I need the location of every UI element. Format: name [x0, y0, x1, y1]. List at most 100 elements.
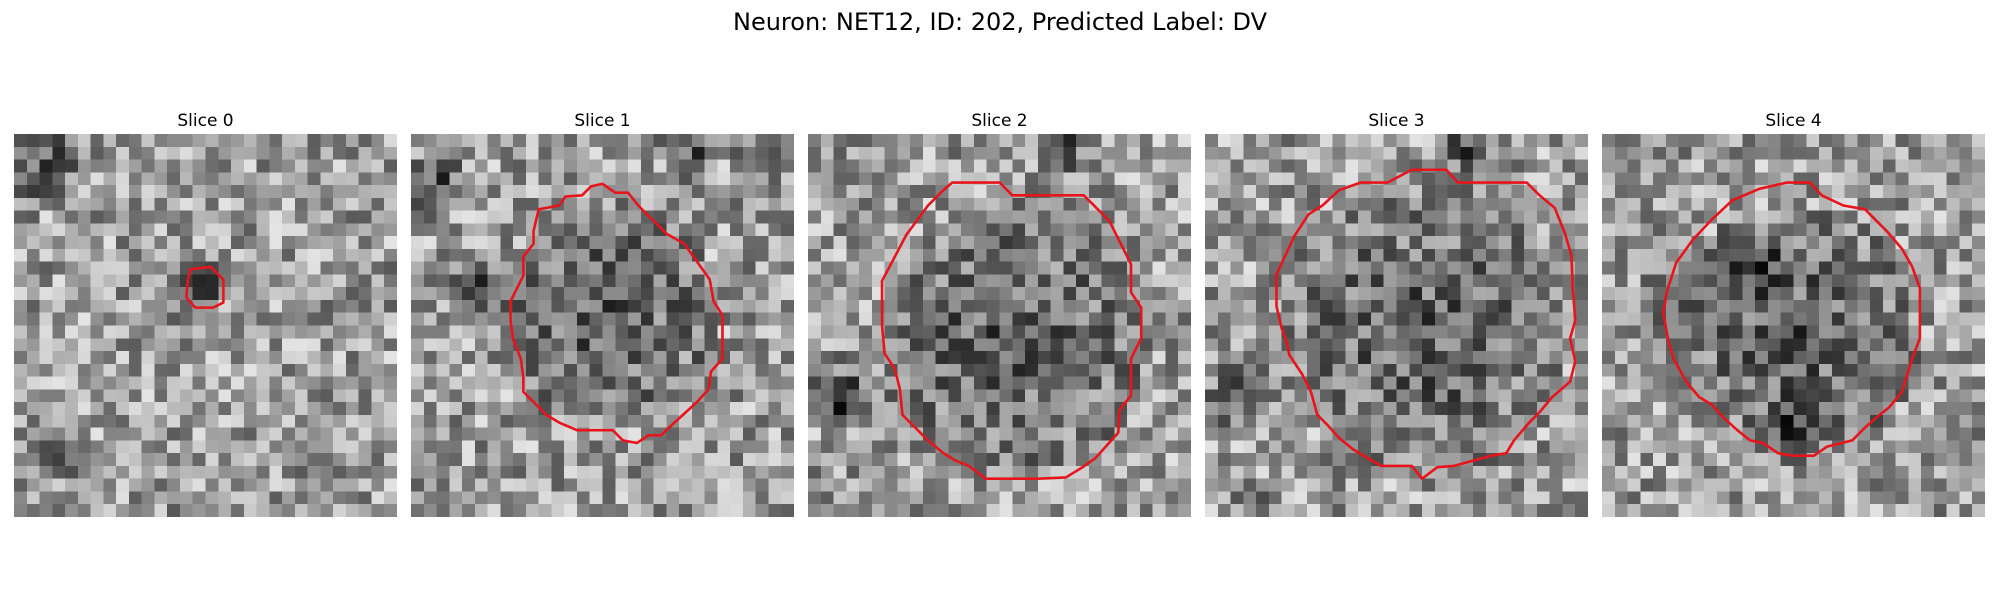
pixel: [128, 351, 142, 365]
pixel: [640, 197, 654, 211]
pixel: [551, 236, 565, 250]
pixel: [1243, 351, 1257, 365]
pixel: [1358, 223, 1372, 237]
pixel: [1498, 312, 1512, 326]
pixel: [1755, 274, 1769, 288]
pixel: [986, 248, 1000, 262]
pixel: [128, 197, 142, 211]
pixel: [1729, 261, 1743, 275]
pixel: [1972, 325, 1985, 339]
pixel: [691, 440, 705, 454]
pixel: [615, 363, 629, 377]
pixel: [320, 248, 334, 262]
pixel: [1447, 299, 1461, 313]
pixel: [602, 197, 616, 211]
pixel: [1755, 210, 1769, 224]
pixel: [282, 504, 296, 517]
pixel: [1319, 440, 1333, 454]
pixel: [1370, 491, 1384, 505]
pixel: [1178, 338, 1191, 352]
pixel: [576, 491, 590, 505]
pixel: [871, 172, 885, 186]
pixel: [871, 351, 885, 365]
pixel: [154, 274, 168, 288]
pixel: [564, 376, 578, 390]
pixel: [1704, 351, 1718, 365]
pixel: [231, 299, 245, 313]
pixel: [1498, 185, 1512, 199]
pixel: [859, 325, 873, 339]
pixel: [103, 261, 117, 275]
pixel: [1165, 402, 1179, 416]
pixel: [384, 389, 397, 403]
pixel: [1230, 159, 1244, 173]
pixel: [1307, 338, 1321, 352]
pixel: [128, 287, 142, 301]
pixel: [808, 491, 822, 505]
pixel: [1447, 427, 1461, 441]
pixel: [1178, 363, 1191, 377]
pixel: [1882, 465, 1896, 479]
pixel: [1243, 427, 1257, 441]
pixel: [1396, 248, 1410, 262]
pixel: [1704, 210, 1718, 224]
pixel: [1946, 134, 1960, 148]
pixel: [1485, 427, 1499, 441]
pixel: [1882, 185, 1896, 199]
pixel: [77, 134, 91, 148]
pixel: [1268, 146, 1282, 160]
pixel: [1460, 274, 1474, 288]
pixel: [1562, 478, 1576, 492]
pixel: [14, 287, 28, 301]
pixel: [1332, 504, 1346, 517]
pixel: [1165, 274, 1179, 288]
pixel: [1742, 351, 1756, 365]
pixel: [1063, 274, 1077, 288]
pixel: [39, 159, 53, 173]
pixel: [1422, 146, 1436, 160]
pixel: [1152, 210, 1166, 224]
pixel: [345, 185, 359, 199]
pixel: [999, 223, 1013, 237]
pixel: [1933, 478, 1947, 492]
pixel: [1704, 338, 1718, 352]
pixel: [256, 172, 270, 186]
pixel: [730, 440, 744, 454]
pixel: [640, 261, 654, 275]
pixel: [1383, 504, 1397, 517]
pixel: [1485, 274, 1499, 288]
pixel: [999, 134, 1013, 148]
pixel: [128, 338, 142, 352]
pixel: [1268, 414, 1282, 428]
pixel: [423, 274, 437, 288]
pixel: [500, 491, 514, 505]
pixel: [1063, 453, 1077, 467]
pixel: [1037, 197, 1051, 211]
pixel: [679, 414, 693, 428]
pixel: [474, 504, 488, 517]
pixel: [52, 159, 66, 173]
pixel: [986, 210, 1000, 224]
pixel: [884, 453, 898, 467]
pixel: [1614, 210, 1628, 224]
pixel: [999, 274, 1013, 288]
pixel: [602, 363, 616, 377]
pixel: [513, 210, 527, 224]
pixel: [691, 312, 705, 326]
pixel: [474, 197, 488, 211]
pixel: [333, 312, 347, 326]
pixel: [602, 440, 616, 454]
pixel: [846, 465, 860, 479]
pixel: [1921, 287, 1935, 301]
pixel: [436, 504, 450, 517]
pixel: [1524, 287, 1538, 301]
pixel: [1921, 491, 1935, 505]
pixel: [1602, 402, 1616, 416]
pixel: [961, 491, 975, 505]
pixel: [65, 465, 79, 479]
pixel: [525, 440, 539, 454]
pixel: [90, 185, 104, 199]
pixel: [333, 389, 347, 403]
pixel: [615, 287, 629, 301]
pixel: [282, 134, 296, 148]
